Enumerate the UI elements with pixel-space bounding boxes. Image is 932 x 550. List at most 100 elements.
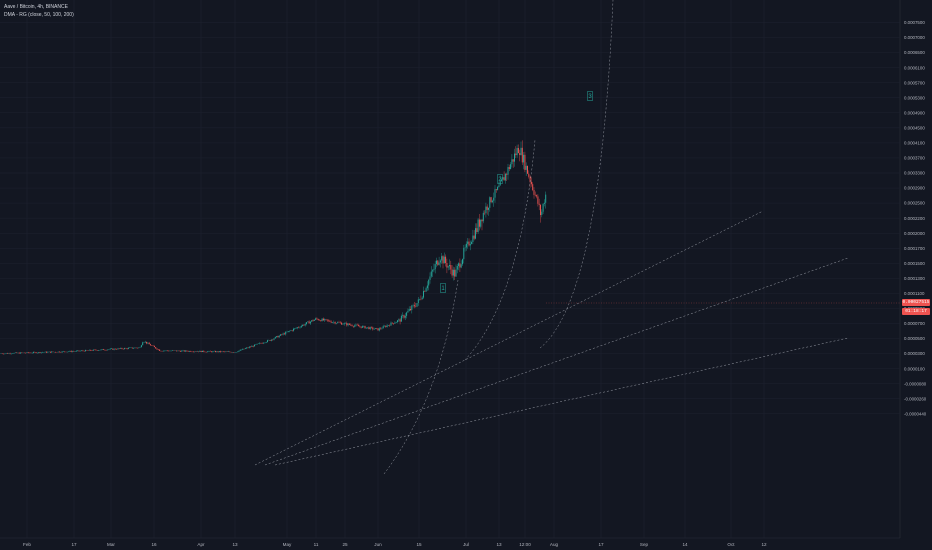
candle-body bbox=[126, 348, 128, 349]
candle-body bbox=[521, 147, 523, 163]
candle-body bbox=[329, 320, 331, 322]
candle-body bbox=[468, 241, 470, 246]
candle-body bbox=[343, 323, 345, 325]
candle-body bbox=[458, 263, 460, 267]
candle-body bbox=[177, 350, 179, 352]
candle-body bbox=[131, 347, 133, 349]
candle-body bbox=[324, 319, 326, 321]
candle-body bbox=[493, 197, 495, 201]
candle-body bbox=[100, 349, 102, 351]
candle-body bbox=[296, 327, 298, 329]
candle-body bbox=[462, 259, 463, 265]
candle-body bbox=[88, 349, 90, 351]
candle-body bbox=[456, 266, 458, 270]
candle-body bbox=[408, 309, 410, 311]
price-tick-label: 0.0001700 bbox=[904, 246, 925, 251]
candle-body bbox=[159, 349, 161, 351]
candle-body bbox=[147, 342, 149, 344]
candle-body bbox=[334, 321, 336, 324]
price-tick-label: 0.0002500 bbox=[904, 201, 925, 206]
time-axis: Feb 17 Mar 16 Apr 13 May 11 25 Jun 15 Jul 13 12:00 Aug… bbox=[23, 542, 767, 547]
price-tick-label: -0.0000080 bbox=[904, 381, 927, 386]
candle-body bbox=[442, 256, 444, 264]
candle-body bbox=[533, 190, 535, 195]
time-tick-label: Aug bbox=[550, 542, 559, 547]
price-tick-label: 0.0000100 bbox=[904, 366, 925, 371]
candle-body bbox=[13, 352, 15, 354]
candle-body bbox=[248, 346, 250, 348]
time-tick-label: Oct bbox=[727, 542, 735, 547]
candle-body bbox=[212, 351, 214, 353]
candle-body bbox=[399, 319, 401, 322]
time-tick-label: 12:00 bbox=[519, 542, 531, 547]
candle-body bbox=[341, 322, 343, 325]
countdown-tag: 01:18:17 bbox=[902, 308, 930, 315]
candle-body bbox=[541, 211, 543, 216]
candle-body bbox=[506, 173, 508, 175]
candle-body bbox=[239, 349, 241, 351]
candle-body bbox=[146, 341, 148, 344]
candle-body bbox=[502, 177, 504, 180]
chart-header: Aave / Bitcoin, 4h, BINANCE DMA - RG (cl… bbox=[4, 3, 74, 19]
candle-body bbox=[311, 320, 313, 322]
candle-body bbox=[447, 266, 449, 268]
candle-body bbox=[490, 197, 492, 203]
candle-body bbox=[18, 352, 20, 354]
candle-body bbox=[536, 195, 538, 197]
candle-body bbox=[434, 264, 436, 270]
candle-body bbox=[372, 327, 374, 330]
candle-body bbox=[176, 350, 177, 352]
candle-body bbox=[417, 299, 419, 304]
candle-body bbox=[516, 148, 518, 156]
candle-body bbox=[512, 159, 514, 162]
candle-body bbox=[215, 351, 216, 353]
candle-body bbox=[313, 319, 315, 321]
candle-body bbox=[423, 291, 424, 298]
candle-body bbox=[382, 326, 384, 329]
candle-body bbox=[537, 196, 539, 204]
candle-body bbox=[528, 173, 530, 177]
candle-body bbox=[498, 185, 500, 188]
candle-body bbox=[527, 165, 528, 174]
candle-body bbox=[480, 219, 482, 227]
candle-body bbox=[59, 351, 60, 353]
price-tick-label: 0.0006500 bbox=[904, 50, 925, 55]
candle-body bbox=[455, 269, 457, 277]
candle-body bbox=[467, 241, 469, 244]
time-tick-label: 17 bbox=[598, 542, 604, 547]
candle-body bbox=[354, 325, 356, 327]
candle-body bbox=[443, 256, 445, 264]
candle-body bbox=[397, 320, 398, 322]
price-tick-label: 0.0001500 bbox=[904, 261, 925, 266]
candle-body bbox=[436, 260, 437, 265]
candle-body bbox=[491, 200, 493, 203]
candle-body bbox=[351, 325, 353, 327]
candle-body bbox=[478, 219, 480, 227]
candle-body bbox=[150, 344, 151, 346]
candle-body bbox=[220, 351, 222, 353]
candle-body bbox=[463, 247, 465, 260]
trend-line-middle bbox=[264, 257, 849, 466]
candle-body bbox=[486, 206, 488, 210]
candle-body bbox=[430, 271, 432, 277]
candle-body bbox=[445, 256, 447, 264]
candle-body bbox=[317, 319, 319, 321]
candle-body bbox=[290, 330, 292, 331]
candle-body bbox=[183, 350, 185, 352]
candle-body bbox=[438, 262, 440, 265]
candle-body bbox=[475, 228, 476, 239]
candle-body bbox=[70, 350, 72, 352]
candle-body bbox=[391, 322, 393, 324]
candle-body bbox=[326, 319, 328, 321]
candle-body bbox=[347, 323, 349, 326]
candle-body bbox=[127, 347, 129, 349]
time-tick-label: 15 bbox=[416, 542, 422, 547]
candle-body bbox=[280, 334, 281, 336]
candle-body bbox=[320, 320, 322, 322]
candle-body bbox=[346, 323, 348, 326]
price-tick-label: 0.0006100 bbox=[904, 65, 925, 70]
candle-body bbox=[9, 353, 11, 354]
candle-body bbox=[454, 269, 456, 277]
price-tick-label: 0.0002200 bbox=[904, 216, 925, 221]
